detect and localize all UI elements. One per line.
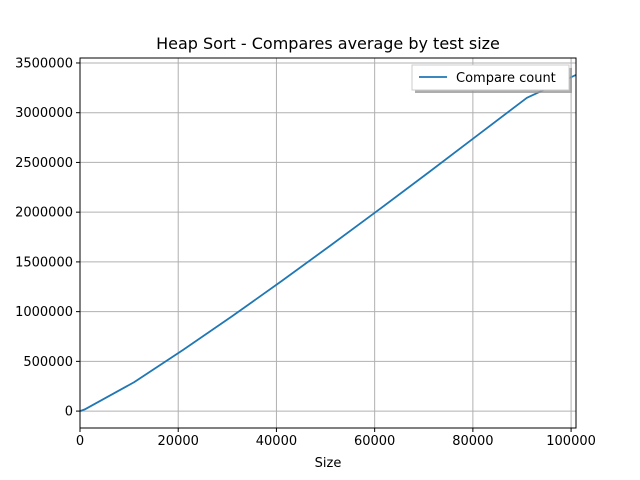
plot-frame <box>79 57 577 429</box>
y-tick-label: 2000000 <box>15 206 73 221</box>
y-tick-label: 0 <box>65 405 73 420</box>
grid <box>79 58 576 428</box>
y-tick-label: 3000000 <box>15 106 73 121</box>
x-tick-label: 40000 <box>256 434 297 449</box>
x-tick-label: 20000 <box>158 434 199 449</box>
y-tick-label: 500000 <box>23 355 73 370</box>
plot-lines <box>80 74 576 412</box>
y-tick-label: 3500000 <box>15 56 73 71</box>
series-line-0 <box>80 74 576 412</box>
ticks: 0 20000 40000 60000 80000 1000000500000100000… <box>15 56 596 449</box>
y-tick-label: 2500000 <box>15 156 73 171</box>
legend: Compare count <box>411 64 572 93</box>
x-tick-label: 0 <box>76 434 84 449</box>
legend-label-compare-count: Compare count <box>456 71 556 86</box>
x-axis-label: Size <box>315 456 342 471</box>
y-tick-label: 1500000 <box>15 255 73 270</box>
x-tick-label: 100000 <box>546 434 596 449</box>
chart-title: Heap Sort - Compares average by test siz… <box>156 34 500 53</box>
y-tick-label: 1000000 <box>15 305 73 320</box>
x-tick-label: 80000 <box>452 434 493 449</box>
x-tick-label: 60000 <box>354 434 395 449</box>
